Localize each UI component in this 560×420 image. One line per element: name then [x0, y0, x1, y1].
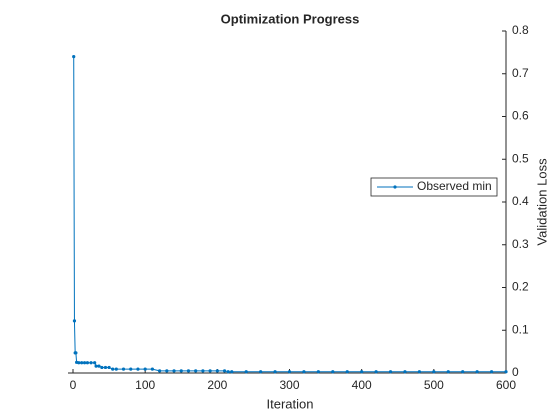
- x-tick-label: 0: [70, 378, 77, 392]
- x-tick-label: 300: [279, 378, 299, 392]
- point: [150, 367, 154, 371]
- point: [93, 361, 97, 365]
- point: [226, 370, 230, 374]
- point: [94, 364, 98, 368]
- point: [230, 370, 234, 374]
- point: [388, 370, 393, 374]
- point: [158, 369, 162, 373]
- y-tick-label: 0.3: [512, 237, 529, 251]
- point: [111, 367, 115, 371]
- point: [85, 361, 90, 365]
- point: [208, 369, 212, 373]
- point: [82, 361, 87, 365]
- point: [89, 361, 93, 365]
- series-line: [73, 56, 506, 373]
- point: [80, 361, 84, 365]
- point: [222, 369, 227, 373]
- point: [432, 370, 436, 374]
- x-tick-label: 200: [207, 378, 227, 392]
- legend: Observed min: [370, 177, 498, 197]
- point: [360, 370, 364, 374]
- point: [316, 370, 320, 374]
- y-tick-label: 0.8: [512, 23, 529, 37]
- point: [417, 370, 421, 374]
- point: [403, 370, 407, 374]
- point: [489, 370, 494, 374]
- point: [143, 367, 147, 371]
- point: [74, 351, 78, 355]
- point: [244, 370, 248, 374]
- point: [114, 367, 118, 371]
- point: [72, 319, 77, 323]
- point: [259, 370, 263, 374]
- y-tick-label: 0.2: [512, 280, 529, 294]
- point: [504, 370, 508, 374]
- point: [215, 369, 219, 373]
- point: [165, 369, 169, 373]
- point: [136, 367, 140, 371]
- point: [287, 370, 292, 374]
- y-tick-label: 0.7: [512, 66, 529, 80]
- point: [345, 370, 349, 374]
- x-tick-label: 500: [424, 378, 444, 392]
- x-tick-label: 100: [135, 378, 155, 392]
- point: [179, 369, 183, 373]
- point: [302, 370, 306, 374]
- point: [97, 364, 101, 368]
- point: [446, 370, 450, 374]
- point: [186, 369, 191, 373]
- point: [103, 365, 108, 370]
- point: [273, 370, 277, 374]
- legend-label: Observed min: [417, 179, 492, 193]
- point: [194, 369, 198, 373]
- legend-marker: [393, 185, 397, 189]
- point: [121, 367, 126, 371]
- point: [172, 369, 176, 373]
- point: [107, 365, 111, 370]
- x-axis-label: Iteration: [267, 396, 314, 411]
- point: [374, 370, 378, 374]
- y-tick-label: 0.4: [512, 194, 529, 208]
- y-tick-label: 0: [512, 365, 519, 379]
- point: [100, 365, 104, 370]
- x-tick-label: 600: [496, 378, 516, 392]
- point: [475, 370, 479, 374]
- point: [72, 55, 76, 59]
- point: [461, 370, 465, 374]
- y-axis-label: Validation Loss: [534, 158, 549, 246]
- y-tick-label: 0.1: [512, 322, 529, 336]
- point: [129, 367, 133, 371]
- chart-title: Optimization Progress: [221, 11, 360, 26]
- legend-box: [370, 177, 498, 197]
- y-tick-label: 0.5: [512, 151, 529, 165]
- point: [201, 369, 205, 373]
- x-tick-label: 400: [352, 378, 372, 392]
- point: [331, 370, 335, 374]
- point: [77, 361, 81, 365]
- y-tick-label: 0.6: [512, 109, 529, 123]
